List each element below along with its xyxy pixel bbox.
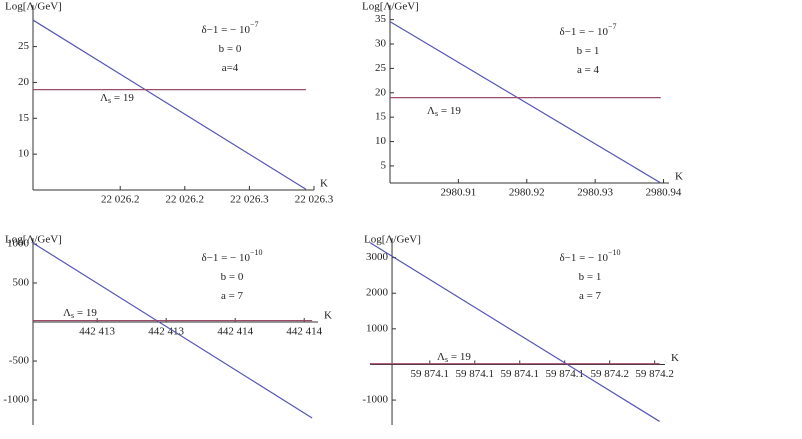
x-tick-label: 442 414 [217, 326, 253, 338]
annotation: δ−1 = − 10−7 [201, 20, 258, 36]
annotation: b = 1 [579, 271, 602, 283]
annotation-exponent: −10 [608, 248, 621, 257]
annotation: b = 1 [577, 45, 600, 57]
line-label-subscript: s [108, 96, 111, 105]
y-tick-label: -500 [9, 355, 30, 367]
line-label-value: = 19 [111, 92, 134, 104]
annotation: b = 0 [221, 271, 244, 283]
line-label-symbol: Λ [63, 307, 71, 319]
x-tick-label: 22 026.3 [230, 194, 269, 206]
annotation: a = 4 [577, 64, 600, 76]
y-tick-label: 1000 [7, 238, 30, 250]
series-line [369, 242, 660, 422]
annotation: a = 7 [579, 290, 602, 302]
annotation: δ−1 = − 10−10 [201, 248, 262, 264]
y-tick-label: 500 [13, 277, 30, 289]
line-label-subscript: s [445, 355, 448, 364]
y-tick-label: 15 [375, 111, 387, 123]
x-tick-label: 59 874.1 [456, 368, 495, 380]
annotation-exponent: −7 [250, 20, 259, 29]
y-tick-label: 2000 [366, 287, 389, 299]
line-label: Λs = 19 [63, 307, 97, 320]
y-tick-label: 30 [375, 38, 387, 50]
y-axis-label: Log[Λ/GeV] [364, 234, 421, 246]
annotation: a=4 [222, 62, 239, 74]
x-tick-label: 442 413 [79, 326, 115, 338]
line-label-subscript: s [435, 109, 438, 118]
annotation-text: b = 0 [219, 43, 242, 55]
line-label-symbol: Λ [100, 92, 108, 104]
line-label: Λs = 19 [427, 105, 461, 118]
x-tick-label: 22 026.3 [295, 194, 334, 206]
annotation-text: b = 1 [577, 45, 600, 57]
annotation-text: a = 4 [577, 64, 600, 76]
y-axis-label: Log[Λ/GeV] [5, 234, 62, 246]
x-tick-label: 2980.92 [509, 187, 545, 199]
y-axis-label: Log[Λ/GeV] [362, 1, 419, 13]
annotation-exponent: −10 [250, 248, 263, 257]
line-label-subscript: s [71, 311, 74, 320]
line-label-symbol: Λ [437, 351, 445, 363]
x-tick-label: 22 026.2 [166, 194, 205, 206]
y-tick-label: 10 [375, 135, 387, 147]
annotation-text: a = 7 [579, 290, 602, 302]
y-axis-label: Log[Λ/GeV] [5, 1, 62, 13]
line-label: Λs = 19 [437, 351, 471, 364]
x-axis-label: K [324, 310, 332, 322]
y-tick-label: 1000 [366, 322, 389, 334]
x-tick-label: 59 874.1 [411, 368, 450, 380]
y-tick-label: -1000 [3, 394, 29, 406]
series-line [32, 19, 307, 190]
x-tick-label: 442 414 [286, 326, 322, 338]
x-tick-label: 59 874.2 [590, 368, 629, 380]
x-axis-label: K [671, 352, 679, 364]
annotation-text: b = 1 [579, 271, 602, 283]
annotation-text: δ−1 = − 10 [201, 252, 250, 264]
series-line [32, 242, 313, 419]
x-tick-label: 59 874.1 [500, 368, 539, 380]
x-axis-label: K [675, 171, 683, 183]
line-label-value: = 19 [448, 351, 471, 363]
y-tick-label: 35 [375, 13, 387, 25]
line-label-symbol: Λ [427, 105, 435, 117]
y-tick-label: 20 [375, 86, 387, 98]
x-axis-label: K [320, 178, 328, 190]
y-tick-label: 20 [18, 76, 30, 88]
annotation-exponent: −7 [608, 22, 617, 31]
y-tick-label: -1000 [362, 394, 388, 406]
x-tick-label: 59 874.1 [545, 368, 584, 380]
x-tick-label: 2980.93 [577, 187, 613, 199]
x-tick-label: 22 026.2 [101, 194, 140, 206]
x-tick-label: 2980.94 [646, 187, 682, 199]
y-tick-label: 25 [18, 40, 30, 52]
line-label: Λs = 19 [100, 92, 134, 105]
annotation: δ−1 = − 10−7 [559, 22, 616, 38]
annotation: a = 7 [221, 290, 244, 302]
y-tick-label: 25 [375, 62, 387, 74]
y-tick-label: 5 [381, 159, 387, 171]
y-tick-label: 15 [18, 112, 30, 124]
line-label-value: = 19 [74, 307, 97, 319]
annotation-text: b = 0 [221, 271, 244, 283]
y-tick-label: 10 [18, 148, 30, 160]
annotation-text: δ−1 = − 10 [559, 252, 608, 264]
line-label-value: = 19 [438, 105, 461, 117]
series-line [389, 21, 662, 184]
annotation: b = 0 [219, 43, 242, 55]
x-tick-label: 2980.91 [441, 187, 477, 199]
annotation-text: a=4 [222, 62, 239, 74]
annotation-text: δ−1 = − 10 [201, 24, 250, 36]
x-tick-label: 442 413 [148, 326, 184, 338]
annotation-text: a = 7 [221, 290, 244, 302]
y-tick-label: 3000 [366, 251, 389, 263]
annotation: δ−1 = − 10−10 [559, 248, 620, 264]
annotation-text: δ−1 = − 10 [559, 26, 608, 38]
x-tick-label: 59 874.2 [635, 368, 674, 380]
